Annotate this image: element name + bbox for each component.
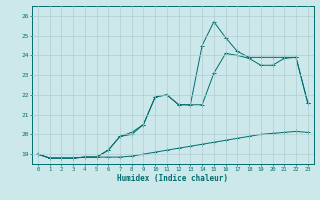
X-axis label: Humidex (Indice chaleur): Humidex (Indice chaleur) xyxy=(117,174,228,183)
